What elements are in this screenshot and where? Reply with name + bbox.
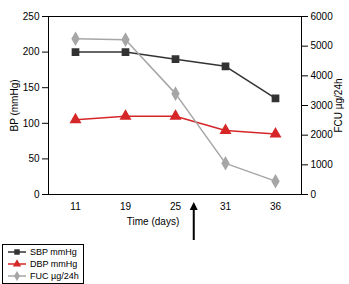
- svg-text:19: 19: [120, 201, 132, 212]
- svg-text:200: 200: [23, 46, 40, 57]
- svg-text:25: 25: [170, 201, 182, 212]
- svg-text:5000: 5000: [311, 40, 334, 51]
- svg-text:36: 36: [270, 201, 282, 212]
- svg-text:250: 250: [23, 11, 40, 22]
- svg-text:100: 100: [23, 118, 40, 129]
- svg-text:31: 31: [220, 201, 232, 212]
- svg-text:11: 11: [70, 201, 81, 212]
- html-text:SBP mmHg: SBP mmHg: [30, 247, 77, 257]
- svg-text:150: 150: [23, 82, 40, 93]
- svg-text:Time (days): Time (days): [127, 216, 179, 227]
- svg-text:FCU µg/24h: FCU µg/24h: [333, 78, 344, 132]
- svg-text:BP (mmHg): BP (mmHg): [9, 79, 20, 131]
- svg-text:1000: 1000: [311, 159, 334, 170]
- svg-text:2000: 2000: [311, 129, 334, 140]
- svg-text:6000: 6000: [311, 11, 334, 22]
- svg-text:0: 0: [311, 189, 317, 200]
- html-text:FUC µg/24h: FUC µg/24h: [30, 271, 79, 281]
- svg-text:4000: 4000: [311, 70, 334, 81]
- svg-text:50: 50: [28, 153, 40, 164]
- html-text:DBP mmHg: DBP mmHg: [30, 259, 78, 269]
- svg-text:3000: 3000: [311, 100, 334, 111]
- svg-text:0: 0: [34, 189, 40, 200]
